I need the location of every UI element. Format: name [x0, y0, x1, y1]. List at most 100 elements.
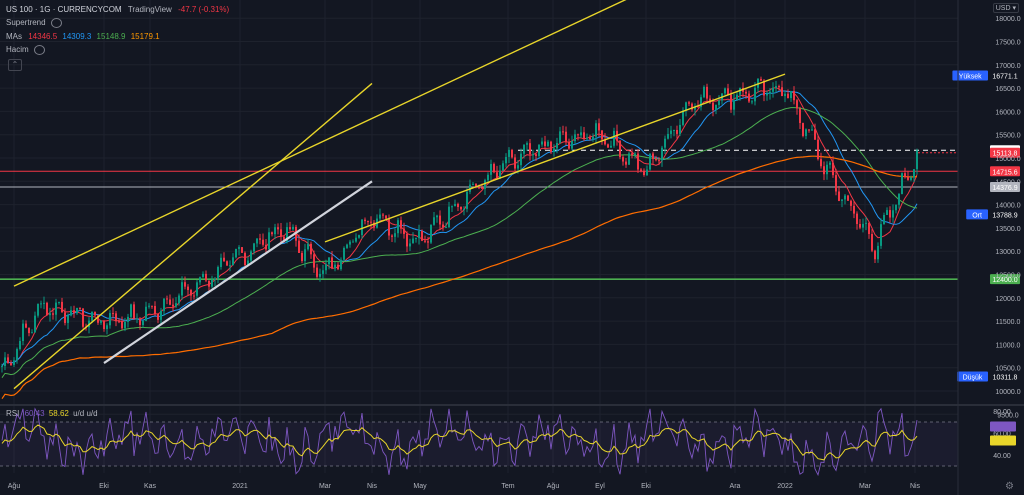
- candle-body: [604, 139, 606, 145]
- candle-body: [16, 349, 18, 361]
- candle-body: [601, 130, 603, 140]
- candle-body: [286, 227, 288, 242]
- candles: [1, 76, 918, 373]
- candle-body: [10, 363, 12, 365]
- rsi-value-tag: [990, 421, 1016, 432]
- candle-body: [760, 78, 762, 81]
- candle-body: [862, 223, 864, 228]
- candle-body: [133, 304, 135, 319]
- gear-icon[interactable]: ⚙: [1005, 481, 1014, 492]
- candle-body: [91, 311, 93, 321]
- level-badge-label: Düşük: [963, 374, 983, 381]
- candle-body: [349, 241, 351, 245]
- candle-body: [772, 87, 774, 92]
- candle-body: [46, 302, 48, 316]
- candle-body: [490, 163, 492, 175]
- candle-body: [829, 162, 831, 165]
- rsi-suffix: u/d u/d: [73, 409, 98, 418]
- time-tick-label: Mar: [859, 483, 872, 490]
- candle-body: [238, 247, 240, 249]
- candle-body: [718, 100, 720, 105]
- candle-body: [781, 87, 783, 97]
- candle-body: [259, 238, 261, 240]
- candle-body: [841, 199, 843, 201]
- candle-body: [637, 153, 639, 170]
- time-tick-label: Kas: [144, 483, 157, 490]
- candle-body: [871, 233, 873, 251]
- candle-body: [76, 307, 78, 314]
- ma-legend[interactable]: MAs 14346.5 14309.3 15148.9 15179.1: [6, 32, 160, 41]
- candle-body: [58, 301, 60, 303]
- candle-body: [529, 143, 531, 155]
- supertrend-legend[interactable]: Supertrend: [6, 18, 62, 28]
- candle-body: [706, 86, 708, 99]
- candle-body: [802, 123, 804, 136]
- candle-body: [439, 215, 441, 225]
- rsi-band-fill: [0, 422, 958, 466]
- candle-body: [22, 323, 24, 341]
- candle-body: [463, 208, 465, 210]
- candle-body: [301, 252, 303, 262]
- candle-body: [733, 100, 735, 110]
- candle-body: [682, 110, 684, 125]
- candle-body: [4, 357, 6, 367]
- candle-body: [367, 221, 369, 223]
- candle-body: [52, 313, 54, 315]
- candle-body: [892, 210, 894, 218]
- volume-legend[interactable]: Hacim: [6, 45, 45, 55]
- candle-body: [694, 106, 696, 110]
- time-tick-label: Eyl: [595, 483, 605, 490]
- symbol-legend[interactable]: US 100 · 1G · CURRENCYCOM TradingView -4…: [6, 5, 229, 14]
- candle-body: [55, 302, 57, 315]
- candle-body: [319, 273, 321, 277]
- candle-body: [406, 233, 408, 247]
- candle-body: [169, 299, 171, 305]
- candle-body: [232, 257, 234, 266]
- level-badge: [957, 371, 988, 382]
- candle-body: [151, 305, 153, 307]
- candle-body: [337, 264, 339, 270]
- candle-body: [322, 270, 324, 274]
- candle-body: [511, 149, 513, 158]
- candle-body: [805, 129, 807, 136]
- candle-body: [241, 247, 243, 253]
- eye-icon[interactable]: [33, 45, 45, 55]
- candle-body: [820, 159, 822, 167]
- candle-body: [313, 254, 315, 268]
- candle-body: [292, 226, 294, 230]
- candle-body: [394, 233, 396, 237]
- candle-body: [208, 280, 210, 287]
- chevron-up-icon[interactable]: ⌃: [8, 59, 22, 71]
- candle-body: [115, 313, 117, 322]
- rsi-value-tag: [990, 435, 1016, 446]
- rsi-tick-label: 60.00: [993, 431, 1011, 438]
- candle-body: [265, 244, 267, 250]
- candle-body: [709, 98, 711, 103]
- candle-body: [49, 313, 51, 316]
- candle-body: [613, 130, 615, 146]
- currency-selector[interactable]: USD ▾: [992, 3, 1019, 13]
- candle-body: [655, 158, 657, 161]
- mas-label: MAs: [6, 32, 22, 41]
- price-tag-text: 15113.8: [993, 151, 1018, 158]
- candle-body: [442, 224, 444, 228]
- candle-body: [64, 312, 66, 323]
- candle-body: [334, 264, 336, 269]
- candle-body: [751, 101, 753, 103]
- eye-icon[interactable]: [50, 18, 62, 28]
- price-tick-label: 14000.0: [995, 203, 1020, 210]
- candle-body: [79, 307, 81, 309]
- candle-body: [664, 138, 666, 148]
- candle-body: [157, 313, 159, 320]
- rsi-legend[interactable]: RSI 60.43 58.62 u/d u/d: [6, 409, 98, 418]
- price-tag-text: 14715.6: [992, 169, 1017, 176]
- candle-body: [400, 220, 402, 229]
- candle-body: [469, 184, 471, 192]
- candle-body: [607, 144, 609, 148]
- level-badge: [966, 209, 988, 220]
- candle-body: [409, 243, 411, 247]
- candle-body: [217, 267, 219, 279]
- candle-body: [712, 102, 714, 111]
- candle-body: [595, 123, 597, 137]
